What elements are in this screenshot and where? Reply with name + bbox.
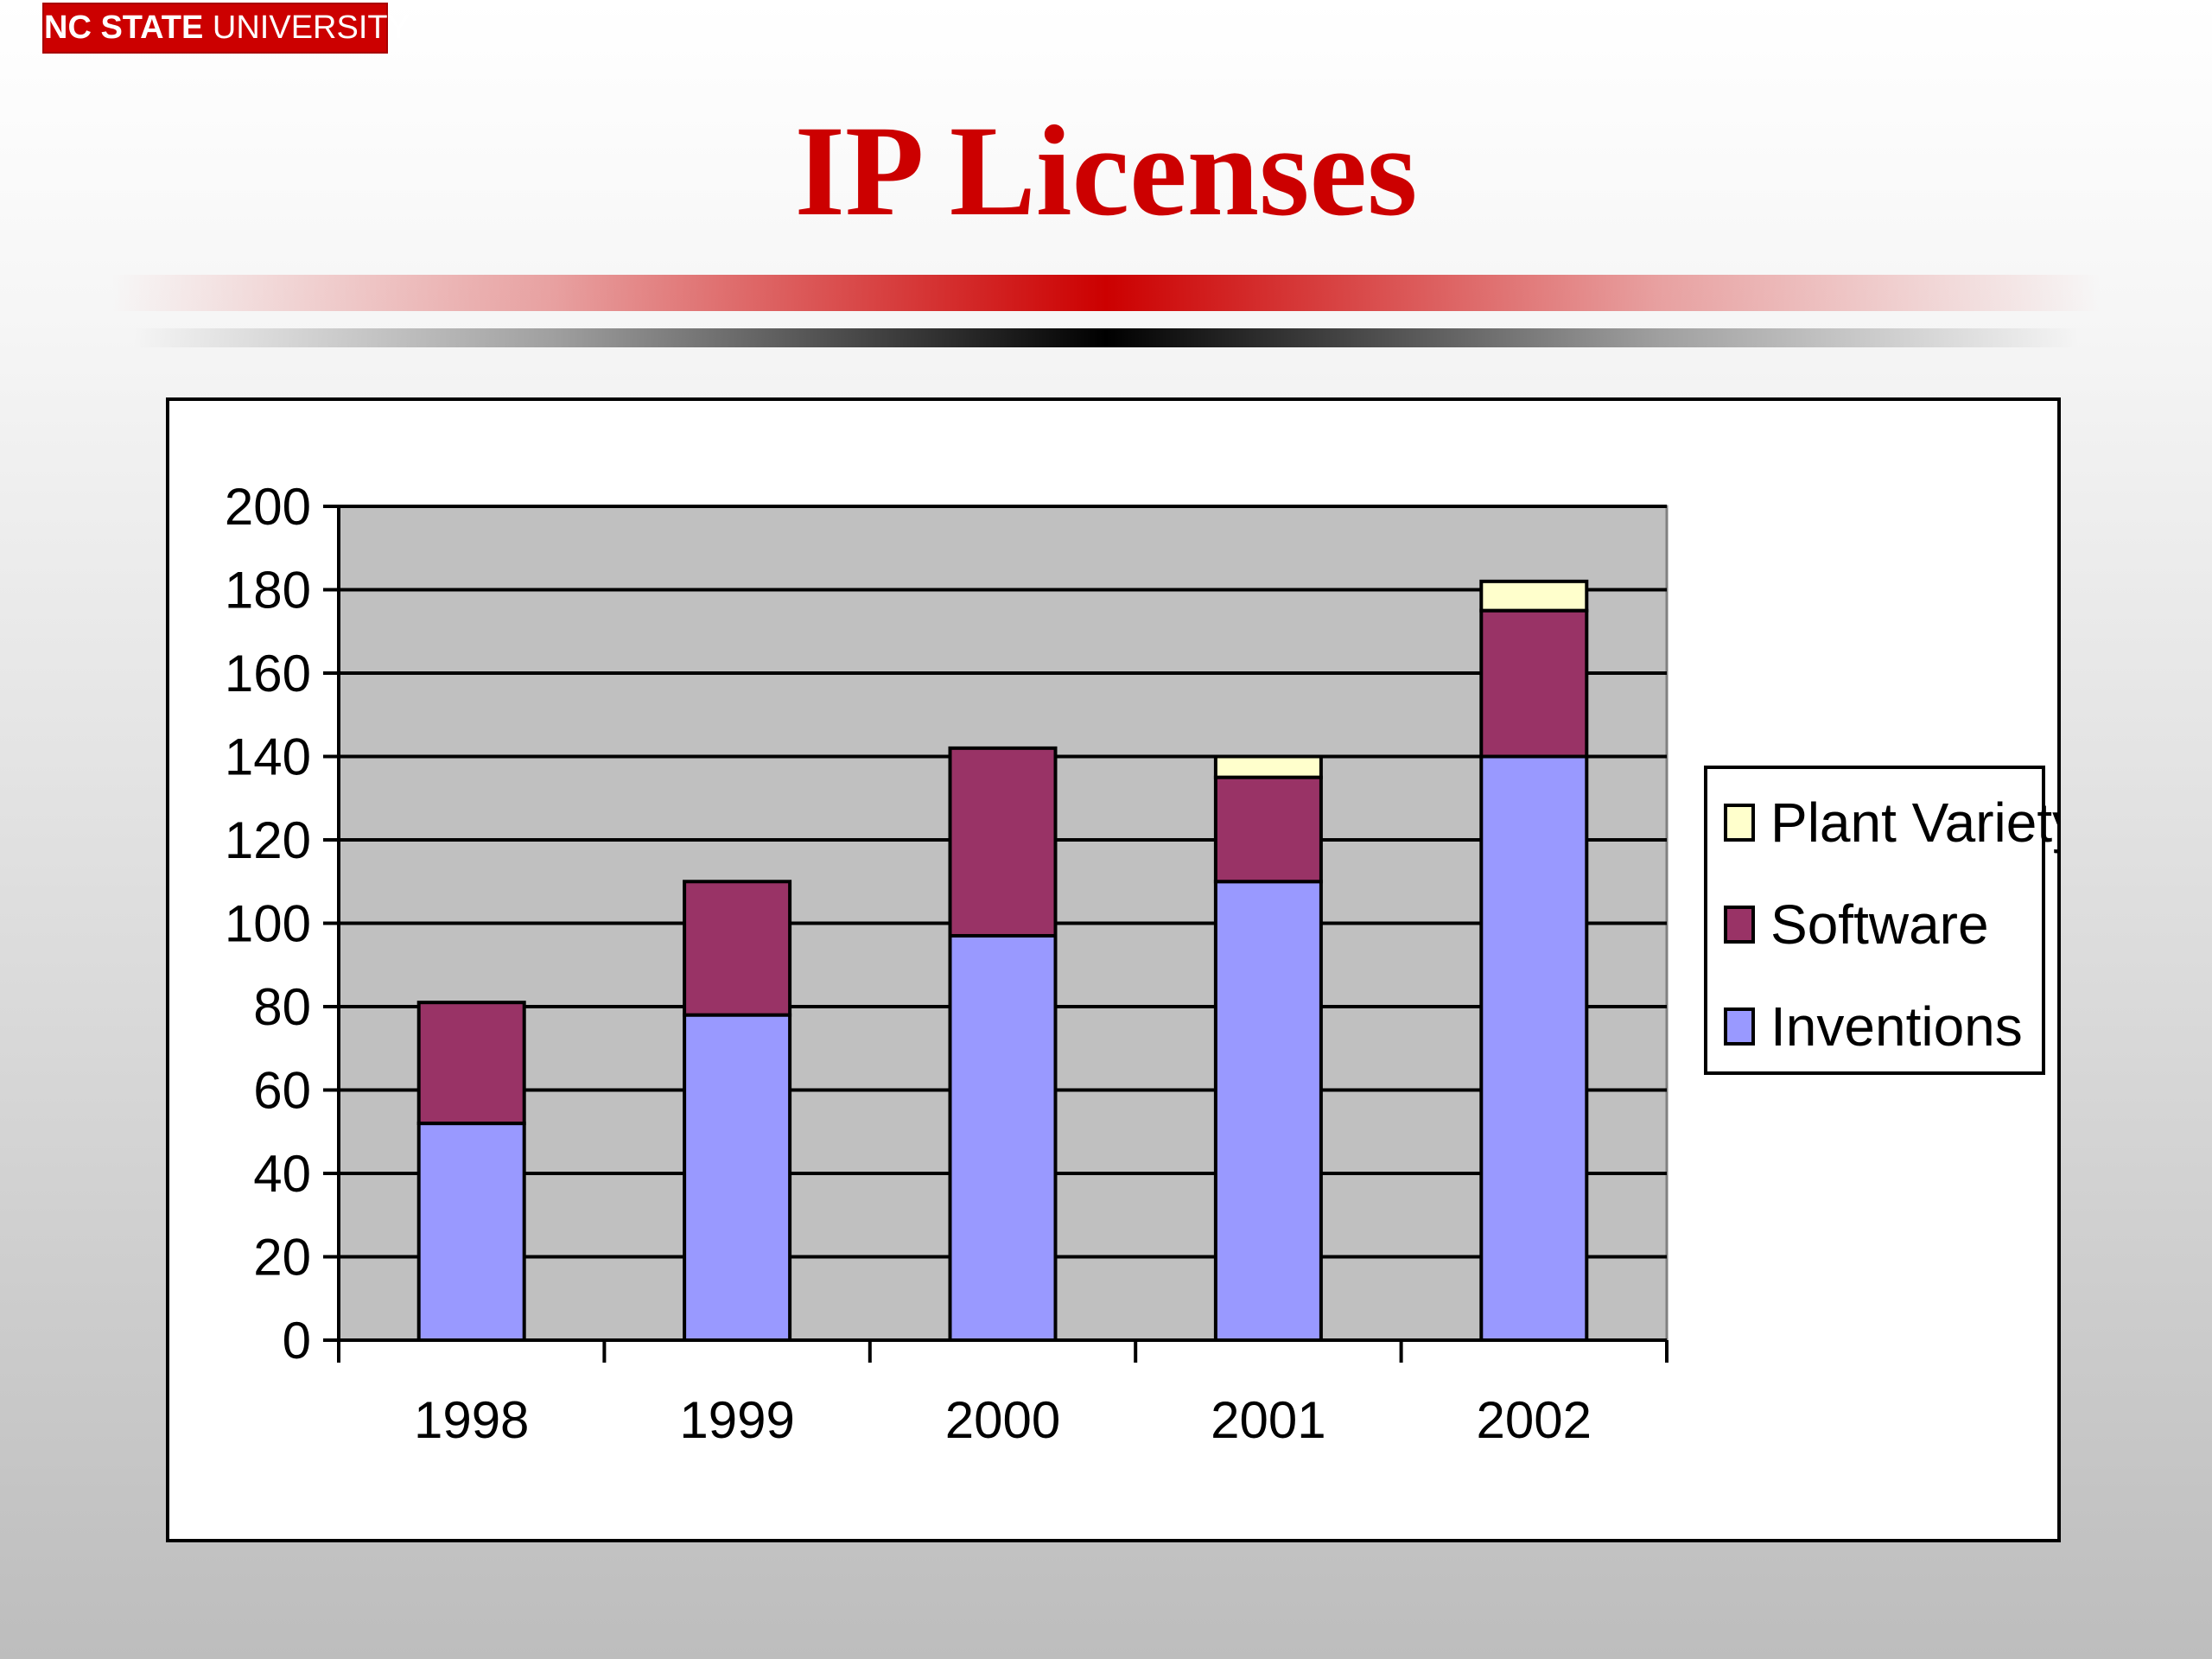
y-tick-label-140: 140 bbox=[225, 728, 311, 786]
y-tick-label-200: 200 bbox=[225, 478, 311, 536]
chart-frame: 0 20 40 60 80 100 120 140 160 180 200 1998 1999 2000… bbox=[166, 397, 2061, 1542]
bar-2002-plant-variety bbox=[1479, 579, 1589, 613]
gridlines bbox=[339, 505, 1667, 1259]
legend-label-software: Software bbox=[1770, 893, 1989, 956]
x-tick-labels: 1998 1999 2000 2001 2002 bbox=[414, 1391, 1592, 1449]
y-tick-label-60: 60 bbox=[253, 1062, 311, 1120]
y-tick-label-0: 0 bbox=[283, 1312, 311, 1370]
red-gradient-divider bbox=[0, 275, 2212, 311]
y-tick-labels: 0 20 40 60 80 100 120 140 160 180 200 bbox=[225, 478, 311, 1370]
y-tick-label-40: 40 bbox=[253, 1145, 311, 1203]
bar-2002-software bbox=[1479, 608, 1589, 759]
legend-label-plant-variety: Plant Variety bbox=[1770, 791, 2057, 854]
legend: Plant Variety Software Inventions bbox=[1704, 766, 2057, 1075]
x-tick-label-1999: 1999 bbox=[679, 1391, 794, 1449]
bar-2000-inventions bbox=[948, 933, 1058, 1342]
bar-1998-inventions bbox=[416, 1122, 526, 1342]
x-tick-label-2000: 2000 bbox=[945, 1391, 1060, 1449]
logo-rest-text: UNIVERSITY bbox=[212, 10, 410, 46]
x-tick-label-1998: 1998 bbox=[414, 1391, 529, 1449]
bar-1999-inventions bbox=[683, 1013, 792, 1343]
x-tick-label-2001: 2001 bbox=[1211, 1391, 1325, 1449]
legend-box bbox=[1704, 766, 2045, 1075]
stacked-bar-chart: 0 20 40 60 80 100 120 140 160 180 200 1998 1999 2000… bbox=[225, 478, 2057, 1449]
bars bbox=[416, 579, 1589, 1343]
bar-2002-inventions bbox=[1479, 754, 1589, 1342]
bar-2001-inventions bbox=[1213, 880, 1323, 1342]
y-tick-label-120: 120 bbox=[225, 811, 311, 869]
y-tick-label-180: 180 bbox=[225, 562, 311, 620]
y-tick-label-20: 20 bbox=[253, 1229, 311, 1287]
axes bbox=[323, 505, 1669, 1363]
y-tick-label-80: 80 bbox=[253, 978, 311, 1036]
y-tick-label-160: 160 bbox=[225, 645, 311, 702]
legend-swatch-software bbox=[1724, 906, 1755, 944]
bar-2001-software bbox=[1213, 775, 1323, 884]
legend-swatch-plant-variety bbox=[1724, 804, 1755, 842]
legend-label-inventions: Inventions bbox=[1770, 995, 2023, 1058]
bar-2001-plant-variety bbox=[1213, 754, 1323, 779]
bar-2000-software bbox=[948, 746, 1058, 938]
bar-1998-software bbox=[416, 1001, 526, 1126]
logo-bold-text: NC STATE bbox=[44, 10, 204, 46]
bar-1999-software bbox=[683, 880, 792, 1017]
nc-state-logo: NC STATE UNIVERSITY bbox=[42, 3, 410, 54]
legend-swatch-inventions bbox=[1724, 1007, 1755, 1046]
slide-title: IP Licenses bbox=[794, 99, 1418, 243]
x-tick-label-2002: 2002 bbox=[1477, 1391, 1592, 1449]
dark-gradient-divider bbox=[0, 328, 2212, 347]
y-tick-label-100: 100 bbox=[225, 895, 311, 953]
